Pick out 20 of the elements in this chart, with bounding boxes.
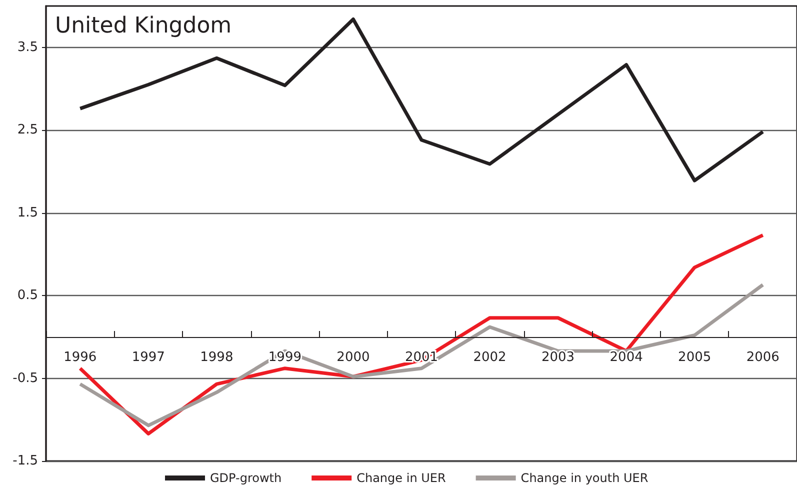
x-tick-label: 2006 <box>746 350 780 366</box>
legend-label: GDP-growth <box>210 471 282 485</box>
x-tick-label: 1999 <box>268 350 302 366</box>
y-tick-label: -1.5 <box>12 454 38 468</box>
y-tick-label: 0.5 <box>17 288 38 304</box>
y-tick-label: 2.5 <box>17 122 38 138</box>
legend-label: Change in youth UER <box>520 471 648 485</box>
legend-label: Change in UER <box>356 471 446 485</box>
y-tick-label: 3.5 <box>17 40 38 55</box>
x-tick-label: 1997 <box>132 350 165 366</box>
y-tick-label: 1.5 <box>17 205 38 220</box>
x-tick-label: 2002 <box>473 350 506 366</box>
x-tick-label: 2005 <box>678 350 712 366</box>
y-tick-label: -0.5 <box>12 370 38 386</box>
chart-title: United Kingdom <box>55 14 232 38</box>
x-tick-label: 2000 <box>336 350 370 366</box>
x-tick-label: 1998 <box>200 350 234 366</box>
x-tick-label: 2004 <box>610 350 643 366</box>
x-tick-label: 1996 <box>64 350 97 366</box>
x-tick-label: 2003 <box>542 350 575 366</box>
